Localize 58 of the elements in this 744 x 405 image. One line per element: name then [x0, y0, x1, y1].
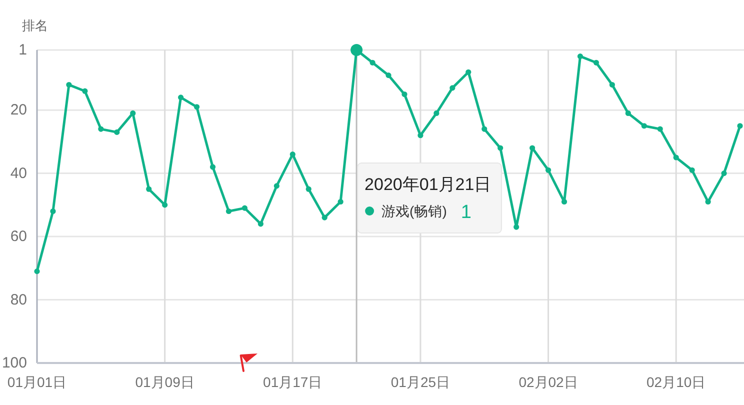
point [530, 145, 536, 151]
point [625, 110, 631, 116]
y-tick-label: 80 [10, 291, 27, 308]
y-tick-label: 40 [10, 164, 27, 182]
point [66, 82, 72, 88]
x-tick-label: 02月10日 [646, 374, 706, 390]
x-tick-label: 02月02日 [518, 374, 578, 390]
annotation: 1 [460, 202, 472, 223]
x-tick-label: 01月17日 [263, 374, 322, 390]
point [482, 126, 488, 132]
point [418, 132, 424, 138]
point [210, 164, 216, 170]
point [338, 198, 344, 205]
point [322, 214, 328, 220]
point [34, 268, 40, 274]
annotation: 2020年01月21日 [364, 175, 492, 194]
point [274, 183, 280, 189]
point [641, 123, 647, 129]
legend-label: 游戏(畅销) [382, 203, 447, 219]
point [402, 91, 408, 98]
x-tick-label: 01月25日 [390, 374, 450, 390]
point [162, 202, 168, 208]
point [545, 167, 552, 173]
point [50, 208, 56, 214]
y-tick-label: 20 [10, 102, 27, 119]
point [673, 154, 679, 160]
point [593, 60, 600, 66]
point [657, 126, 663, 132]
point [609, 82, 615, 88]
point [721, 170, 727, 176]
point [242, 205, 248, 211]
point [226, 208, 232, 214]
x-tick-label: 01月09日 [135, 374, 194, 390]
point [370, 60, 376, 66]
point [258, 221, 264, 227]
point [498, 145, 504, 151]
point [450, 85, 456, 91]
point [114, 129, 120, 135]
point [306, 186, 312, 192]
point [146, 186, 152, 192]
point [434, 110, 440, 116]
point [737, 123, 743, 129]
y-axis-title: 排名 [22, 18, 48, 33]
y-tick-label: 100 [2, 354, 27, 372]
point [466, 69, 472, 75]
point [178, 94, 184, 100]
point [689, 167, 695, 173]
x-tick-label: 01月01日 [7, 374, 67, 390]
y-tick-label: 1 [18, 42, 27, 58]
point [514, 224, 520, 230]
point [82, 88, 88, 94]
point [290, 152, 296, 158]
point [194, 104, 200, 110]
point [561, 198, 568, 205]
y-tick-label: 60 [10, 228, 27, 246]
point [98, 126, 104, 132]
point [577, 54, 584, 60]
point [386, 72, 392, 78]
